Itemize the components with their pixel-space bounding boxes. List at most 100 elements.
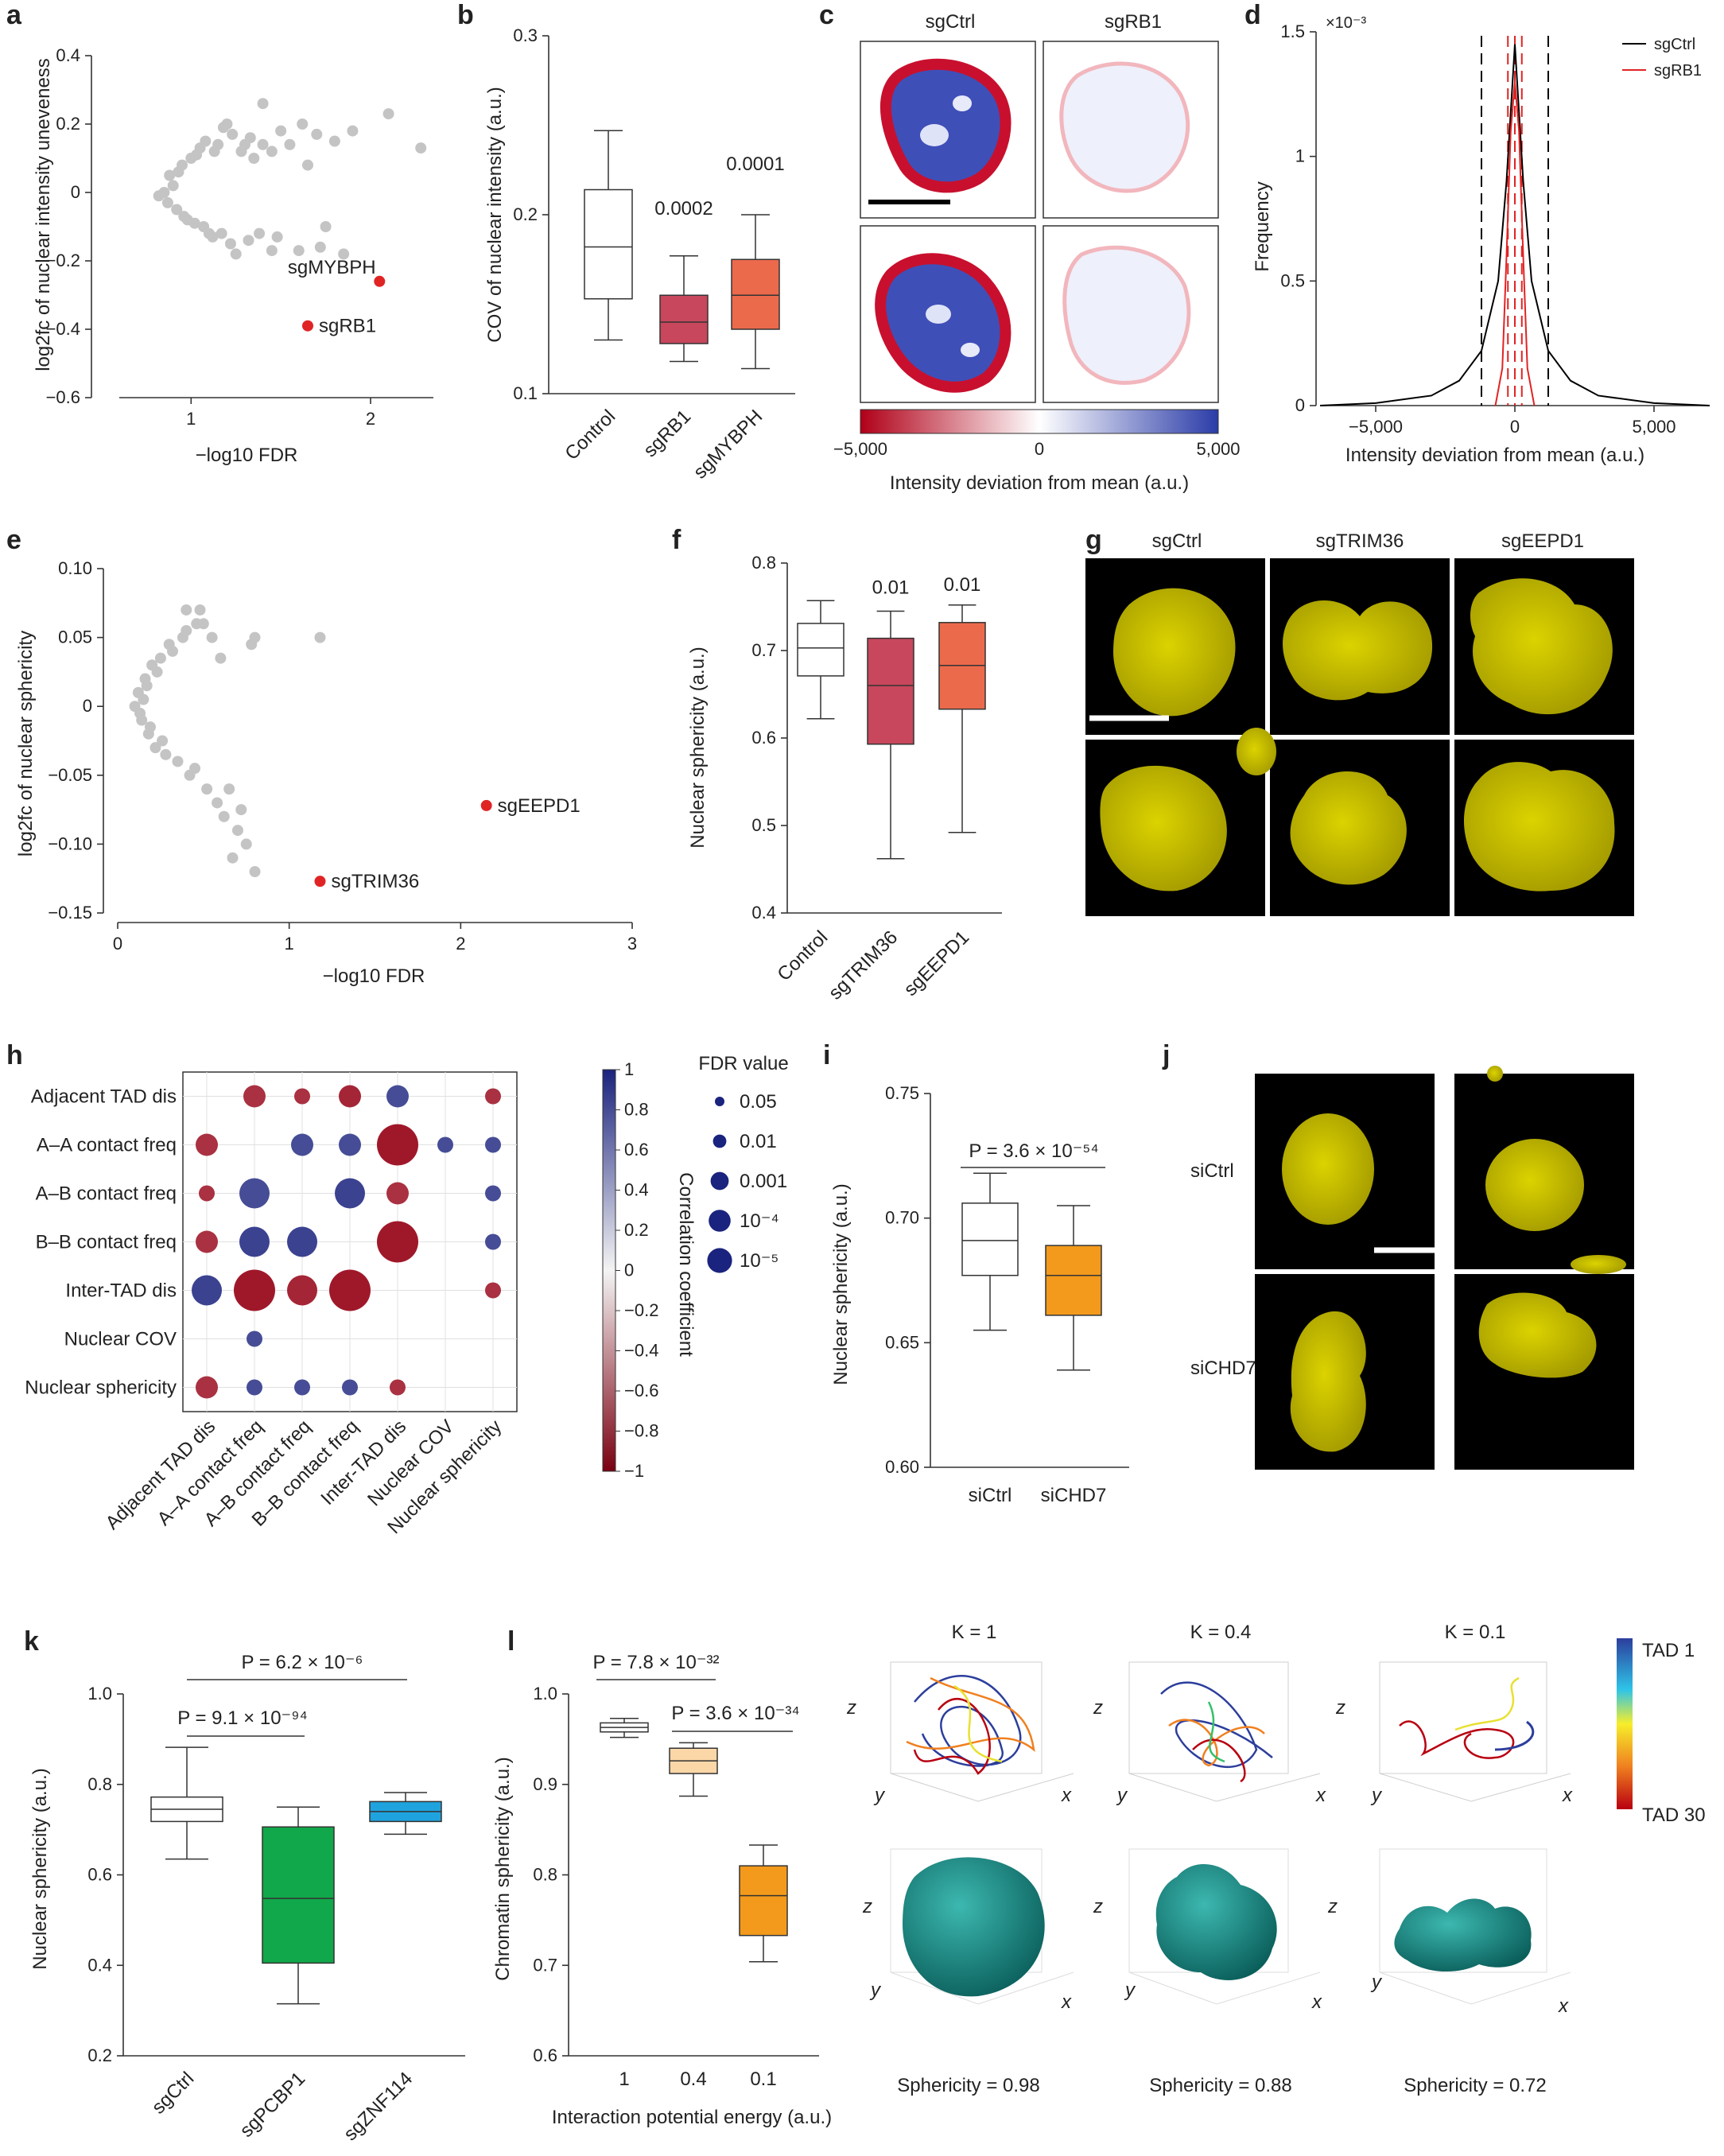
- correlation-dot: [199, 1185, 215, 1202]
- category-label: 0.4: [680, 2069, 706, 2090]
- panel-i-boxplot: 0.75 0.70 0.65 0.60 P = 3.6 × 10⁻⁵⁴ siCtrl siC…: [885, 1083, 1129, 1506]
- panel-b-ylabel: COV of nuclear intensity (a.u.): [484, 87, 506, 342]
- data-point: [191, 618, 203, 630]
- row-label: A–B contact freq: [36, 1183, 177, 1205]
- panel-k-ylabel: Nuclear sphericity (a.u.): [29, 1768, 51, 1969]
- correlation-dot: [485, 1136, 501, 1153]
- data-point: [297, 118, 309, 130]
- panel-i-ylabel: Nuclear sphericity (a.u.): [830, 1183, 852, 1385]
- x-tick-label: −5,000: [1349, 417, 1403, 437]
- y-tick-label: 0.6: [751, 728, 776, 748]
- panel-d-multiplier: ×10⁻³: [1326, 14, 1366, 32]
- panel-f-label: f: [672, 525, 681, 555]
- x-tick-label: 1: [285, 934, 294, 954]
- y-tick-label: 0: [71, 182, 80, 202]
- cbar-tick-label: 1: [624, 1059, 634, 1079]
- data-point: [191, 149, 203, 161]
- panel-c-col-sgrb1: sgRB1: [1105, 11, 1162, 33]
- hit-label: sgEEPD1: [498, 795, 580, 817]
- data-point: [231, 825, 243, 837]
- svg-text:y: y: [1370, 1785, 1383, 1806]
- svg-text:y: y: [1116, 1785, 1128, 1806]
- category-label: siCtrl: [969, 1485, 1012, 1506]
- data-point: [244, 132, 256, 144]
- data-point: [201, 783, 213, 795]
- panel-f-boxplot: 0.8 0.7 0.6 0.5 0.4 0.01 0.01 ControlsgTRIM36sg…: [751, 553, 1002, 1004]
- panel-c-images: [860, 41, 1219, 403]
- data-point: [208, 146, 220, 157]
- row-label: Nuclear sphericity: [25, 1377, 177, 1399]
- data-point: [328, 135, 340, 147]
- panel-k-label: k: [24, 1626, 39, 1657]
- y-tick-label: 0.8: [533, 1865, 557, 1885]
- y-tick-label: 0.75: [885, 1083, 919, 1103]
- row-label: Nuclear COV: [64, 1329, 177, 1350]
- y-tick-label: 0.2: [56, 114, 80, 134]
- row-label: Adjacent TAD dis: [31, 1086, 177, 1108]
- panel-i-label: i: [823, 1040, 830, 1070]
- data-point: [314, 631, 326, 643]
- y-tick-label: 0.7: [533, 1955, 557, 1975]
- panel-e-scatter: 0.10 0.05 0 −0.05 −0.10 −0.15 0 1 2 3 sgEEPD1 sgTRI…: [48, 558, 637, 954]
- correlation-dot: [239, 1226, 270, 1257]
- cbar-tick-label: −1: [624, 1461, 644, 1481]
- correlation-dot: [243, 1085, 266, 1108]
- data-point: [173, 166, 184, 178]
- panel-l-ylabel: Chromatin sphericity (a.u.): [492, 1757, 514, 1980]
- panel-d-legend-sgctrl: sgCtrl: [1654, 36, 1695, 53]
- svg-text:z: z: [1335, 1697, 1345, 1719]
- panel-d-lineplot: 1.5 1 0.5 0 −5,000 0 5,000: [1280, 21, 1710, 437]
- data-point: [167, 645, 179, 657]
- p-value: 0.0001: [726, 153, 784, 175]
- panel-h-label: h: [6, 1040, 23, 1070]
- panel-a-scatter: 0.4 0.2 0 −0.2 −0.4 −0.6 1 2 sgMYBPH sgRB1: [46, 45, 433, 429]
- category-label: sgZNF114: [340, 2068, 417, 2145]
- panel-j-images: [1255, 1066, 1634, 1470]
- data-point: [224, 238, 236, 250]
- data-point: [172, 756, 184, 767]
- data-point: [149, 742, 161, 754]
- x-tick-label: 3: [627, 934, 637, 954]
- category-label: Control: [561, 406, 619, 464]
- series-sgRB1: [1494, 81, 1536, 406]
- panel-d-xlabel: Intensity deviation from mean (a.u.): [1345, 445, 1644, 466]
- svg-text:x: x: [1562, 1785, 1573, 1806]
- panel-a-xlabel: −log10 FDR: [196, 445, 298, 466]
- data-point: [212, 797, 223, 809]
- data-point: [235, 804, 247, 816]
- panel-h-colorbar: [602, 1069, 616, 1472]
- row-label: Inter-TAD dis: [65, 1280, 177, 1302]
- data-point: [338, 248, 350, 260]
- panel-g-label: g: [1085, 525, 1102, 555]
- correlation-dot: [386, 1085, 409, 1108]
- panel-h-cbar-ticks: 1 0.8 0.6 0.4 0.2 0 −0.2 −0.4 −0.6 −0.8 −1: [615, 1059, 658, 1481]
- correlation-dot: [294, 1088, 310, 1105]
- svg-text:z: z: [846, 1697, 856, 1719]
- row-label: B–B contact freq: [36, 1232, 177, 1253]
- y-tick-label: 0.3: [513, 25, 538, 45]
- data-point: [157, 735, 169, 747]
- hit-point: [302, 320, 313, 332]
- sim-axis-labels: z y x z y x z y x z y x z y x z y x: [846, 1697, 1573, 2017]
- correlation-dot: [377, 1124, 418, 1166]
- cbar-tick-label: 0.6: [624, 1140, 649, 1160]
- data-point: [257, 138, 269, 150]
- data-point: [138, 693, 149, 705]
- box-sgTRIM36: [867, 637, 914, 745]
- data-point: [216, 227, 227, 239]
- sim-title-0: K = 1: [952, 1622, 997, 1643]
- panel-e-xlabel: −log10 FDR: [323, 965, 425, 987]
- data-point: [198, 221, 210, 232]
- panel-d-label: d: [1244, 0, 1261, 30]
- y-tick-label: 0.9: [533, 1774, 557, 1794]
- y-tick-label: 0.7: [751, 640, 776, 660]
- y-tick-label: 0.6: [533, 2045, 557, 2065]
- sim-title-2: K = 0.1: [1445, 1622, 1506, 1643]
- sim-polymer-plots: [890, 1661, 1571, 1802]
- hit-point: [314, 876, 326, 888]
- x-tick-label: 2: [366, 409, 375, 429]
- svg-text:y: y: [1124, 1979, 1136, 2001]
- x-tick-label: 0: [113, 934, 122, 954]
- y-tick-label: 0: [83, 696, 92, 716]
